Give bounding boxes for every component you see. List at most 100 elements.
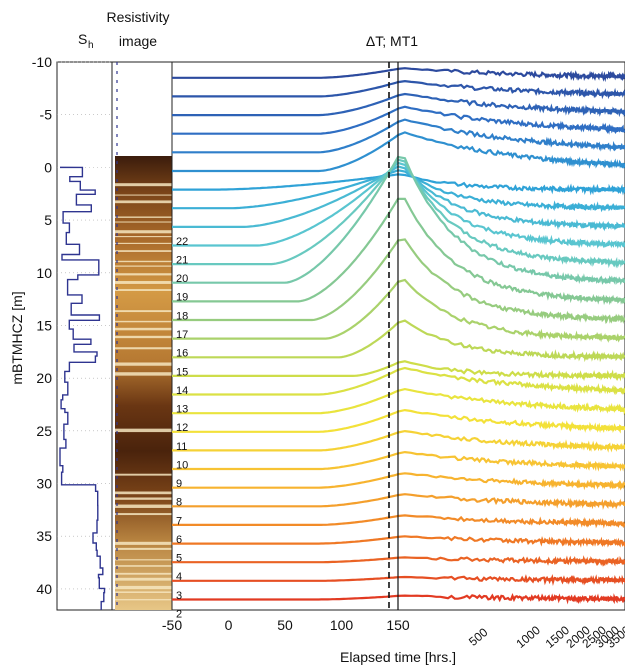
- sh-step-profile: [59, 166, 106, 610]
- resistivity-band: [115, 310, 172, 313]
- resistivity-band: [115, 200, 172, 204]
- sensor-label: 12: [176, 422, 188, 434]
- resistivity-band: [115, 473, 172, 476]
- resistivity-band: [115, 565, 172, 567]
- resistivity-band: [115, 504, 172, 508]
- temperature-series-line: [172, 472, 625, 491]
- resistivity-band: [115, 559, 172, 561]
- temperature-series-line: [172, 67, 625, 83]
- resistivity-band: [115, 335, 172, 339]
- resistivity-band: [115, 216, 172, 218]
- y-axis-label: mBTMHCZ [m]: [9, 291, 25, 384]
- resistivity-band: [115, 547, 172, 550]
- resistivity-band: [115, 497, 172, 500]
- temperature-series-line: [172, 429, 625, 453]
- temperature-series-line: [172, 92, 625, 118]
- temperature-series-line: [172, 161, 625, 250]
- y-tick-label: 5: [44, 212, 52, 228]
- resistivity-band: [115, 194, 172, 196]
- sensor-labels: 22 21 20 19 18 17 16 15 14 13 12 11 10 9 8 7 6 5 4 3 2: [176, 236, 188, 621]
- temperature-series-line: [172, 131, 625, 173]
- temperature-series-line: [172, 158, 625, 269]
- temperature-series-line: [172, 165, 625, 232]
- y-tick-label: 0: [44, 159, 52, 175]
- resistivity-band: [115, 250, 172, 252]
- temperature-series-line: [172, 155, 625, 286]
- y-tick-label: -10: [32, 54, 52, 70]
- sensor-label: 4: [176, 571, 182, 583]
- sensor-label: 19: [176, 292, 188, 304]
- resistivity-panel-title-line1: Resistivity: [106, 9, 169, 25]
- temperature-series-line: [172, 105, 625, 135]
- resistivity-bands: [115, 183, 172, 601]
- sensor-label: 15: [176, 366, 188, 378]
- resistivity-panel-title-line2: image: [119, 33, 157, 49]
- y-tick-label: 25: [36, 423, 52, 439]
- sh-panel-title: S h: [78, 31, 94, 51]
- y-tick-label: 40: [36, 581, 52, 597]
- resistivity-band: [115, 236, 172, 238]
- temperature-series-line: [172, 593, 625, 605]
- resistivity-band: [115, 242, 172, 244]
- temperature-series-line: [172, 360, 625, 382]
- sh-panel: [56, 61, 113, 611]
- sensor-label: 2: [176, 608, 182, 620]
- resistivity-band: [115, 513, 172, 516]
- y-tick-label: 10: [36, 265, 52, 281]
- temperature-series-line: [172, 574, 625, 586]
- resistivity-band: [115, 585, 172, 590]
- resistivity-band: [115, 572, 172, 575]
- temperature-series-line: [172, 238, 625, 325]
- sensor-label: 11: [176, 441, 187, 453]
- resistivity-band: [115, 327, 172, 331]
- resistivity-band: [115, 320, 172, 323]
- resistivity-band: [115, 281, 172, 284]
- temperature-series-line: [172, 493, 625, 510]
- x-tick-label-log: 1000: [513, 623, 543, 651]
- resistivity-band: [115, 599, 172, 601]
- temperature-series-line: [172, 319, 625, 363]
- svg-text:h: h: [88, 40, 94, 51]
- temperature-series-line: [172, 118, 625, 154]
- y-tick-label: -5: [40, 107, 53, 123]
- resistivity-band: [115, 289, 172, 291]
- sensor-label: 14: [176, 385, 188, 397]
- x-tick-label: 100: [330, 617, 354, 633]
- y-tick-label: 15: [36, 317, 52, 333]
- sensor-label: 16: [176, 348, 188, 360]
- temperature-series-line: [172, 555, 625, 567]
- temperature-series-line: [172, 366, 625, 396]
- sensor-label: 17: [176, 329, 188, 341]
- sensor-label: 22: [176, 236, 188, 248]
- temperature-series-line: [172, 535, 625, 548]
- y-tick-label: 30: [36, 476, 52, 492]
- resistivity-band: [115, 577, 172, 581]
- resistivity-band: [115, 230, 172, 234]
- x-tick-labels-linear: -50 0 50 100 150: [162, 617, 410, 633]
- resistivity-band: [115, 428, 172, 433]
- resistivity-band: [115, 541, 172, 545]
- temperature-series-line: [172, 197, 625, 306]
- temperature-series-line: [172, 278, 625, 343]
- sensor-label: 5: [176, 553, 182, 565]
- resistivity-band: [115, 591, 172, 593]
- resistivity-image-panel: [111, 61, 173, 611]
- sensor-label: 7: [176, 515, 182, 527]
- temperature-series-line: [172, 514, 625, 529]
- main-panel-title: ΔT; MT1: [366, 33, 418, 49]
- temperature-series-line: [172, 450, 625, 472]
- x-tick-label: 150: [386, 617, 410, 633]
- temperature-series-line: [172, 79, 625, 100]
- y-tick-label: 35: [36, 528, 52, 544]
- sensor-label: 18: [176, 310, 188, 322]
- resistivity-band: [115, 362, 172, 366]
- y-tick-label: 20: [36, 370, 52, 386]
- resistivity-band: [115, 372, 172, 376]
- temperature-series-line: [172, 387, 625, 416]
- sensor-label: 20: [176, 273, 188, 285]
- resistivity-band: [115, 491, 172, 495]
- x-tick-label: 50: [277, 617, 293, 633]
- sensor-label: 13: [176, 404, 188, 416]
